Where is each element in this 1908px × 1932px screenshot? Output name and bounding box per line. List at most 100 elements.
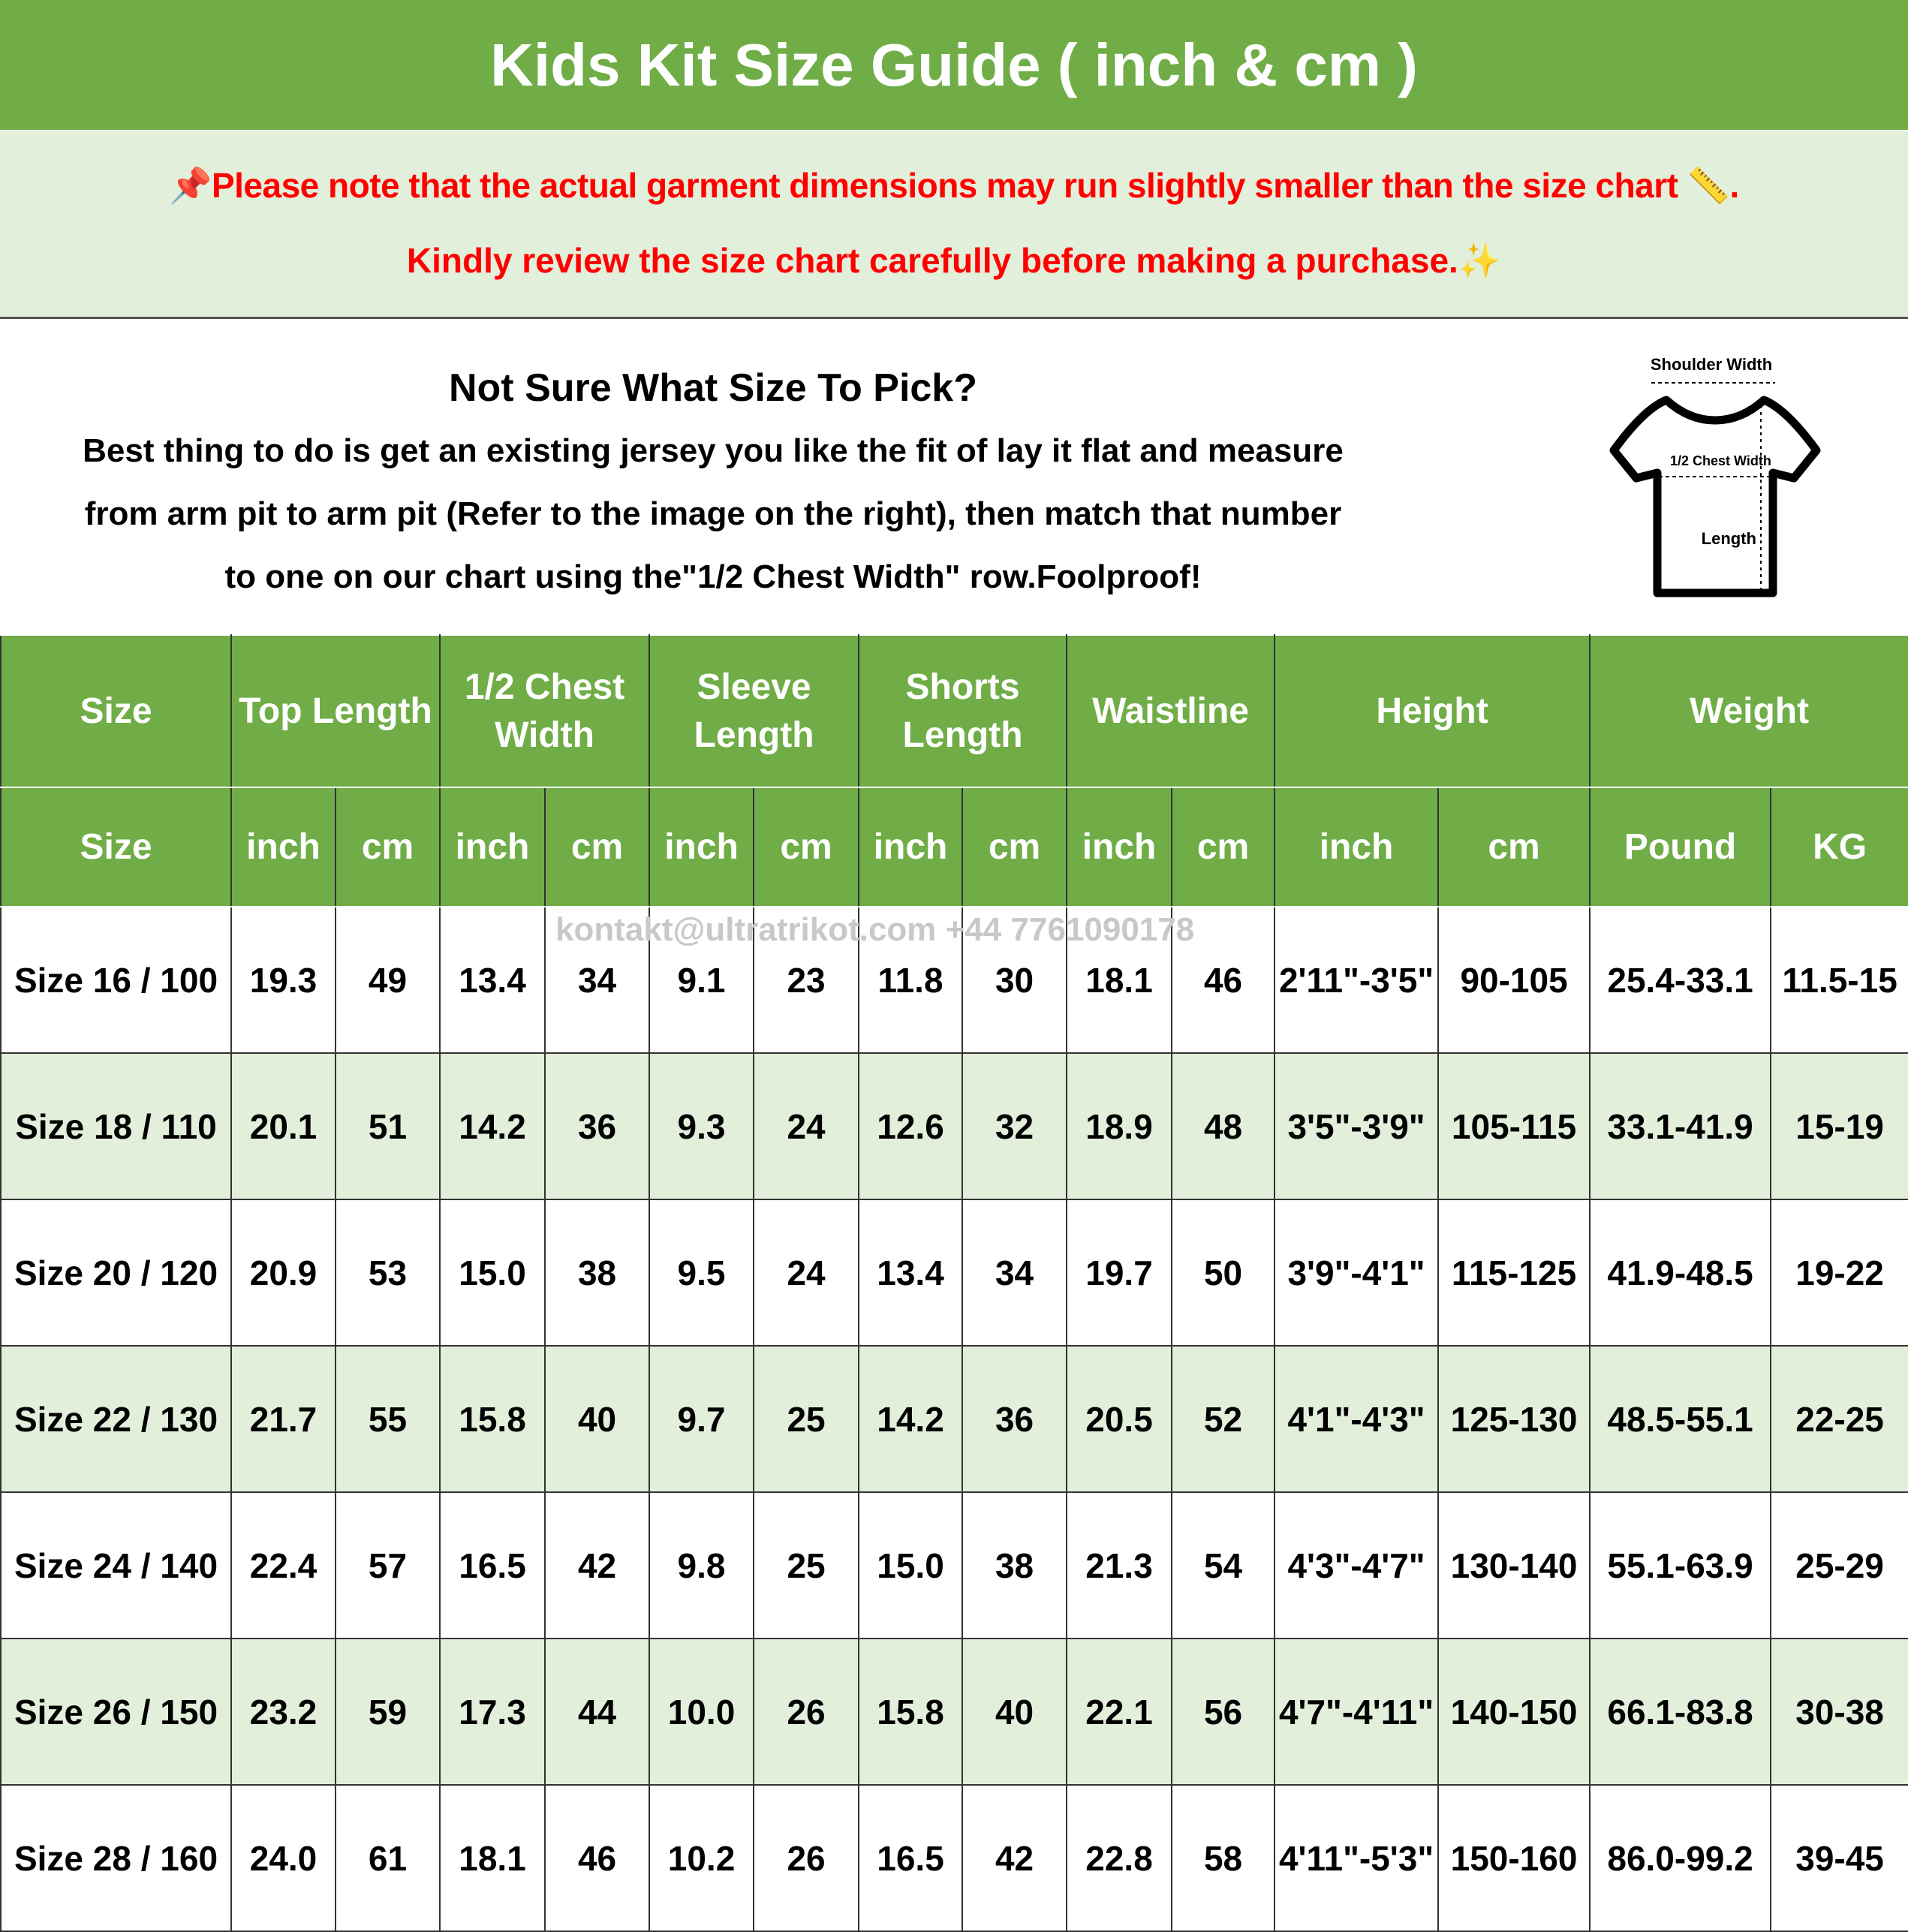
cell-text: 30 xyxy=(995,960,1034,1000)
header-label: Top Length xyxy=(239,691,432,731)
cell-text: 59 xyxy=(368,1692,408,1732)
unit-header: inch xyxy=(439,787,546,907)
cell-text: 66.1-83.8 xyxy=(1607,1692,1753,1732)
cell-text: 15.8 xyxy=(459,1399,526,1439)
value-cell: 25 xyxy=(753,1345,860,1493)
header-row-units: Size inch cm inch cm inch cm inch cm inch cm inch cm… xyxy=(0,787,1908,907)
cell-text: 11.8 xyxy=(877,960,943,1000)
size-cell: Size 22 / 130 xyxy=(0,1345,232,1493)
notice-banner: 📌Please note that the actual garment dim… xyxy=(0,131,1908,319)
cell-text: 11.5-15 xyxy=(1782,960,1897,1000)
value-cell: 125-130 xyxy=(1437,1345,1591,1493)
cell-text: 26 xyxy=(787,1838,826,1878)
header-label: Height xyxy=(1376,691,1488,731)
value-cell: 39-45 xyxy=(1770,1784,1908,1932)
cell-text: 46 xyxy=(577,1838,617,1878)
value-cell: 3'9"-4'1" xyxy=(1274,1199,1440,1347)
cell-text: 22-25 xyxy=(1795,1399,1884,1439)
cell-text: 20.9 xyxy=(249,1253,317,1293)
cell-text: 10.2 xyxy=(667,1838,736,1878)
value-cell: 25.4-33.1 xyxy=(1589,906,1772,1054)
diagram-length-label: Length xyxy=(1702,529,1756,548)
column-group-header: Waistline xyxy=(1066,634,1276,788)
cell-text: 46 xyxy=(1203,960,1243,1000)
value-cell: 12.6 xyxy=(858,1052,964,1200)
value-cell: 16.5 xyxy=(858,1784,964,1932)
value-cell: 59 xyxy=(334,1638,441,1786)
value-cell: 10.0 xyxy=(649,1638,755,1786)
cell-text: 25 xyxy=(787,1399,826,1439)
cell-text: 16.5 xyxy=(877,1838,944,1878)
value-cell: 40 xyxy=(962,1638,1068,1786)
column-group-header: Weight xyxy=(1589,634,1908,788)
cell-text: 13.4 xyxy=(459,960,526,1000)
value-cell: 15-19 xyxy=(1770,1052,1908,1200)
cell-text: 48 xyxy=(1203,1106,1243,1146)
cell-text: 32 xyxy=(995,1106,1034,1146)
unit-label: inch xyxy=(455,827,530,867)
cell-text: 150-160 xyxy=(1450,1838,1578,1878)
cell-text: 19-22 xyxy=(1795,1253,1884,1293)
unit-label: inch xyxy=(246,827,321,867)
cell-text: 40 xyxy=(995,1692,1034,1732)
cell-text: 4'1"-4'3" xyxy=(1287,1399,1425,1439)
value-cell: 50 xyxy=(1171,1199,1276,1347)
page-title-text: Kids Kit Size Guide ( inch & cm ) xyxy=(490,31,1418,98)
cell-text: 140-150 xyxy=(1450,1692,1578,1732)
value-cell: 34 xyxy=(544,906,651,1054)
table-row: Size 28 / 160 24.0 61 18.1 46 10.2 26 16.5 42 22.… xyxy=(0,1784,1908,1932)
column-group-header: Top Length xyxy=(230,634,441,788)
unit-label: cm xyxy=(780,827,832,867)
cell-text: 34 xyxy=(995,1253,1034,1293)
cell-text: 4'11"-5'3" xyxy=(1278,1838,1434,1878)
notice-line-2: Kindly review the size chart carefully b… xyxy=(406,241,1502,280)
header-row-groups: Size Top Length 1/2 Chest Width Sleeve Leng… xyxy=(0,634,1908,788)
value-cell: 20.1 xyxy=(230,1052,336,1200)
cell-text: 14.2 xyxy=(877,1399,944,1439)
cell-text: 36 xyxy=(577,1106,617,1146)
value-cell: 38 xyxy=(544,1199,651,1347)
cell-text: 22.1 xyxy=(1085,1692,1153,1732)
value-cell: 26 xyxy=(753,1638,860,1786)
header-label: Shorts Length xyxy=(902,667,1023,755)
value-cell: 22.1 xyxy=(1066,1638,1173,1786)
value-cell: 3'5"-3'9" xyxy=(1274,1052,1440,1200)
diagram-chest-label: 1/2 Chest Width xyxy=(1670,453,1771,468)
cell-text: 2'11"-3'5" xyxy=(1278,960,1434,1000)
value-cell: 115-125 xyxy=(1437,1199,1591,1347)
value-cell: 18.9 xyxy=(1066,1052,1173,1200)
size-chart-table: Size Top Length 1/2 Chest Width Sleeve Leng… xyxy=(0,634,1908,1932)
value-cell: 52 xyxy=(1171,1345,1276,1493)
column-group-header: Shorts Length xyxy=(858,634,1068,788)
value-cell: 56 xyxy=(1171,1638,1276,1786)
size-cell: Size 18 / 110 xyxy=(0,1052,232,1200)
header-label: Size xyxy=(80,691,152,731)
cell-text: Size 18 / 110 xyxy=(15,1106,217,1146)
cell-text: 16.5 xyxy=(459,1545,526,1585)
cell-text: 41.9-48.5 xyxy=(1607,1253,1753,1293)
cell-text: 19.3 xyxy=(249,960,317,1000)
table-row: Size 26 / 150 23.2 59 17.3 44 10.0 26 15.8 40 22.… xyxy=(0,1638,1908,1786)
cell-text: 90-105 xyxy=(1460,960,1568,1000)
cell-text: 49 xyxy=(368,960,408,1000)
value-cell: 9.3 xyxy=(649,1052,755,1200)
unit-header: cm xyxy=(544,787,651,907)
value-cell: 11.5-15 xyxy=(1770,906,1908,1054)
cell-text: 52 xyxy=(1203,1399,1243,1439)
value-cell: 46 xyxy=(1171,906,1276,1054)
cell-text: 4'3"-4'7" xyxy=(1287,1545,1425,1585)
value-cell: 13.4 xyxy=(439,906,546,1054)
value-cell: 14.2 xyxy=(858,1345,964,1493)
size-cell: Size 24 / 140 xyxy=(0,1491,232,1639)
cell-text: 130-140 xyxy=(1450,1545,1578,1585)
cell-text: Size 16 / 100 xyxy=(14,960,218,1000)
unit-label: inch xyxy=(664,827,739,867)
value-cell: 105-115 xyxy=(1437,1052,1591,1200)
value-cell: 18.1 xyxy=(1066,906,1173,1054)
unit-label: inch xyxy=(873,827,948,867)
size-cell: Size 28 / 160 xyxy=(0,1784,232,1932)
cell-text: 125-130 xyxy=(1450,1399,1578,1439)
cell-text: 54 xyxy=(1203,1545,1243,1585)
value-cell: 14.2 xyxy=(439,1052,546,1200)
cell-text: Size 24 / 140 xyxy=(14,1545,218,1585)
